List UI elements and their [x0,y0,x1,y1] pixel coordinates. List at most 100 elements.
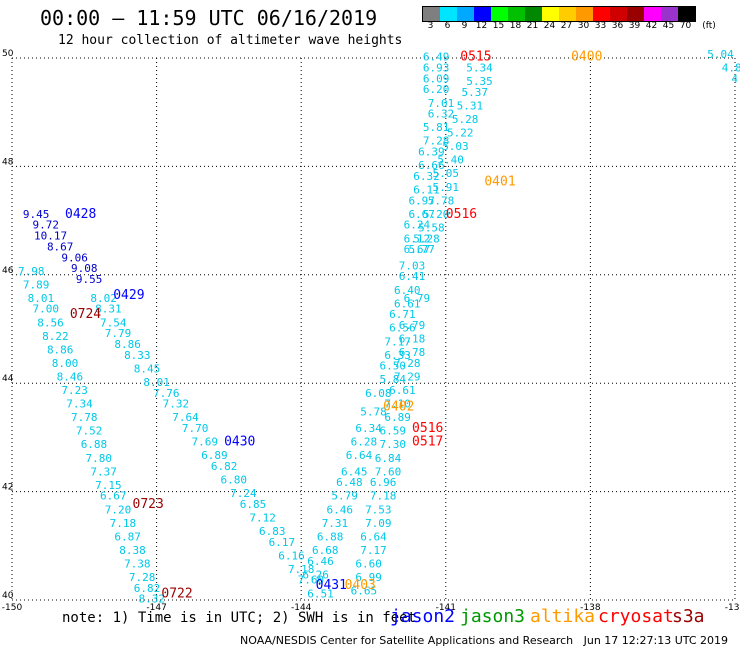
colorbar-swatch [525,7,542,21]
swh-value: 8.01 [143,376,170,389]
lon-tick-label: -138 [580,603,601,613]
pass-time-label: 0431 [316,578,347,593]
swh-value: 5.77 [408,243,435,256]
swh-value: 8.31 [95,303,122,316]
swh-value: 7.18 [288,563,315,576]
mission-legend-cryosat: cryosat [598,606,674,627]
swh-value: 5.04 [707,48,734,61]
swh-value: 6.87 [114,530,141,543]
swh-value: 7.60 [375,465,402,478]
colorbar-label: 15 [492,21,505,31]
swh-value: 7.29 [394,370,421,383]
swh-value: 6.16 [278,549,305,562]
swh-value: 7.10 [384,398,411,411]
swh-value: 7.32 [163,398,190,411]
swh-value: 4.86 [722,62,740,75]
swh-value: 7.17 [384,335,411,348]
swh-value: 7.20 [105,503,132,516]
swh-value: 7.00 [32,303,59,316]
swh-value: 8.01 [28,292,55,305]
pass-time-label: 0401 [484,174,515,189]
colorbar-label: 45 [662,21,675,31]
pass-time-label: 0515 [460,50,491,65]
swh-value: 7.98 [18,265,45,278]
colorbar-label: 70 [679,21,692,31]
colorbar-swatch [644,7,661,21]
swh-value: 8.33 [124,349,151,362]
swh-value: 6.24 [404,219,431,232]
swh-value: 7.70 [182,422,209,435]
swh-value: 6.28 [351,436,378,449]
colorbar-swatch [593,7,610,21]
swh-value: 7.18 [370,490,397,503]
mission-legend-jason3: jason3 [460,606,526,627]
swh-value: 6.96 [370,476,397,489]
swh-value: 8.67 [47,240,74,253]
swh-value: 9.45 [23,208,50,221]
swh-value: 6.34 [355,422,382,435]
colorbar-swatch [457,7,474,21]
swh-value: 8.32 [139,593,166,606]
colorbar-swatch [440,7,457,21]
colorbar-label: 18 [509,21,522,31]
mission-legend-jason2: jason2 [390,606,456,627]
swh-value: 6.45 [341,465,368,478]
swh-value: 5.81 [423,121,450,134]
swh-value: 7.23 [61,384,88,397]
swh-value: 6.79 [404,292,431,305]
swh-value: 7.78 [71,411,98,424]
colorbar [422,6,696,22]
lat-tick-label: 40 [2,591,14,601]
pass-time-label: 0429 [113,288,144,303]
lat-tick-label: 46 [2,266,14,276]
colorbar-label: 33 [594,21,607,31]
swh-value: 6.83 [259,525,286,538]
swh-value: 5.28 [413,232,440,245]
colorbar-swatch [491,7,508,21]
colorbar-swatch [610,7,627,21]
swh-value: 7.28 [423,135,450,148]
swh-value: 8.38 [119,544,146,557]
swh-value: 6.20 [423,83,450,96]
pass-time-label: 0724 [70,307,101,322]
swh-value: 6.46 [327,503,354,516]
pass-time-label: 0430 [224,435,255,450]
colorbar-label: 27 [560,21,573,31]
credit-text: NOAA/NESDIS Center for Satellite Applica… [240,634,729,647]
swh-value: 6.85 [240,498,267,511]
swh-value: 6.08 [365,387,392,400]
swh-value: 7.64 [172,411,199,424]
swh-value: 10.17 [34,230,67,243]
swh-value: 6.67 [404,243,431,256]
swh-value: 5.34 [466,62,493,75]
swh-value: 6.39 [418,146,445,159]
colorbar-label: 30 [577,21,590,31]
swh-value: 6.18 [399,333,426,346]
swh-value: 6.60 [355,557,382,570]
colorbar-label: 9 [461,21,468,31]
swh-value: 6.33 [384,349,411,362]
swh-value: 6.93 [423,62,450,75]
swh-value: 5.31 [457,99,484,112]
swh-value: 5.78 [360,406,387,419]
swh-value: 7.12 [249,511,276,524]
swh-value: 6.50 [380,360,407,373]
swh-value: 7.37 [90,465,117,478]
colorbar-label: 3 [427,21,434,31]
swh-value: 7.17 [360,544,387,557]
pass-time-label: 0517 [412,435,443,450]
pass-time-label: 0723 [133,497,164,512]
lon-tick-label: -141 [436,603,456,613]
swh-value: 6.67 [100,490,127,503]
swh-value: 6.88 [317,530,344,543]
swh-value: 5.84 [380,373,407,386]
swh-value: 5.79 [331,490,358,503]
swh-value: 7.24 [230,487,257,500]
mission-legend-s3a: s3a [672,606,705,627]
colorbar-label: 36 [611,21,624,31]
swh-value: 8.02 [90,292,117,305]
swh-value: 6.97 [408,194,435,207]
swh-value: 6.12 [404,232,431,245]
